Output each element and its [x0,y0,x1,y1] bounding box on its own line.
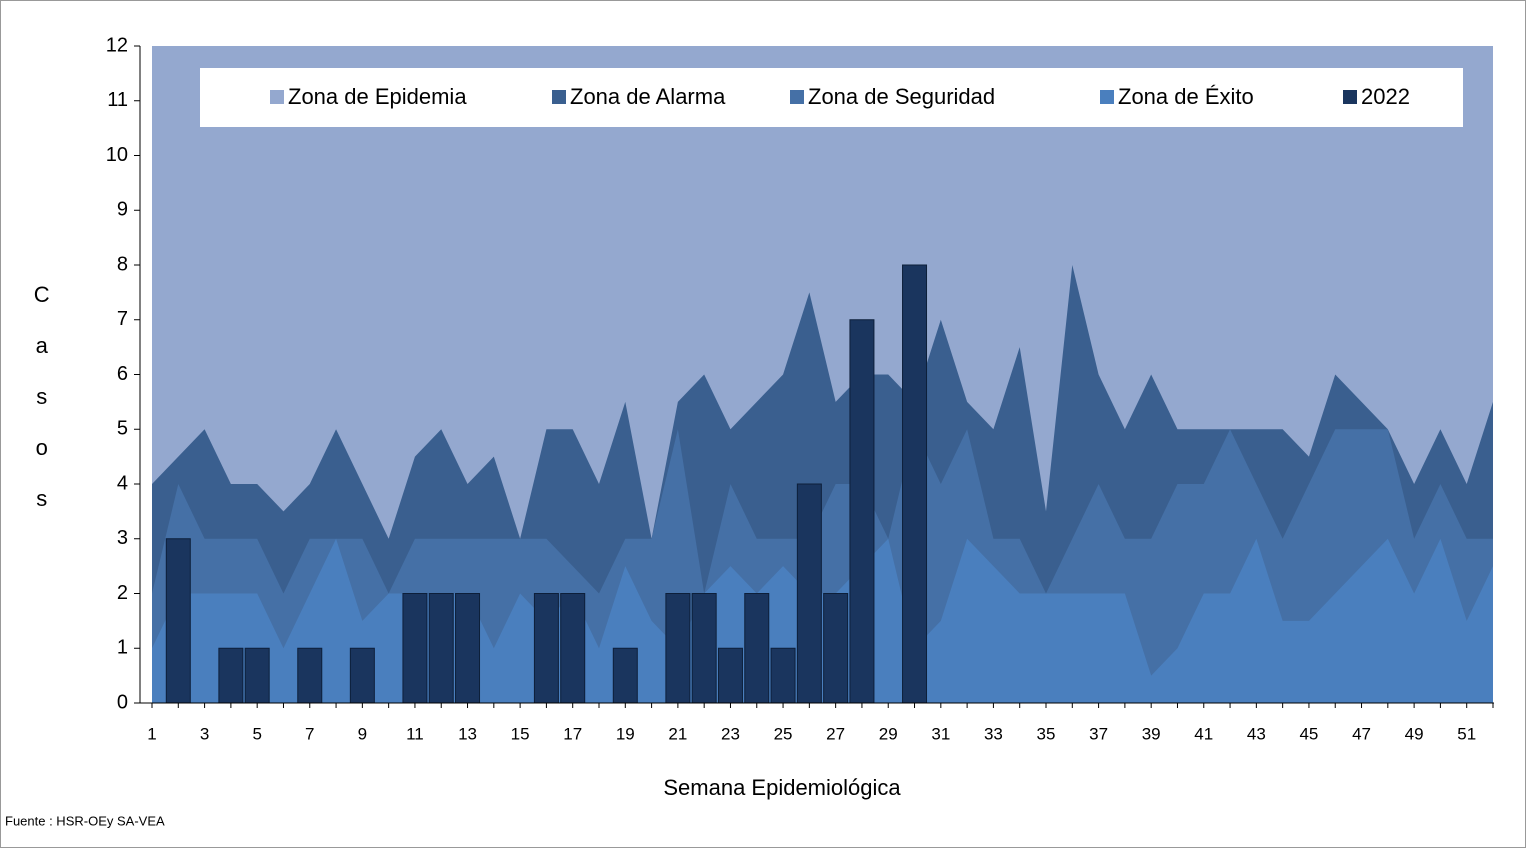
bar [218,647,244,704]
x-tick-label: 5 [252,724,261,743]
legend-label: Zona de Éxito [1118,84,1254,109]
legend [200,68,1463,127]
legend-label: 2022 [1361,84,1410,109]
bar [402,593,428,704]
y-tick-label: 11 [107,89,128,111]
x-axis-label: Semana Epidemiológica [663,775,901,800]
x-tick-label: 31 [931,724,950,743]
x-tick-label: 23 [721,724,740,743]
y-tick-label: 10 [106,144,128,166]
bar [665,593,691,704]
y-tick-label: 7 [117,308,128,330]
x-tick-label: 33 [984,724,1003,743]
bar [428,593,454,704]
bar [244,647,270,704]
y-tick-label: 2 [117,582,128,604]
y-tick-label: 6 [117,363,128,385]
bar [796,483,822,704]
legend-swatch [1100,90,1114,104]
y-tick-label: 4 [117,472,128,494]
y-tick-label: 8 [117,253,128,275]
bar [612,647,638,704]
bar [560,593,586,704]
bar [744,593,770,704]
x-tick-label: 39 [1142,724,1161,743]
x-tick-label: 47 [1352,724,1371,743]
bar [297,647,323,704]
x-tick-label: 11 [406,724,424,743]
bar [533,593,559,704]
y-tick-label: 1 [117,637,128,659]
bar [849,319,875,704]
legend-label: Zona de Epidemia [288,84,467,109]
x-tick-label: 29 [879,724,898,743]
legend-swatch [552,90,566,104]
bar [717,647,743,704]
x-tick-label: 37 [1089,724,1108,743]
x-tick-label: 25 [774,724,793,743]
legend-swatch [1343,90,1357,104]
legend-swatch [790,90,804,104]
area [152,538,1493,703]
x-tick-label: 3 [200,724,209,743]
source: Fuente : HSR-OEy SA-VEA [5,813,165,828]
x-tick-label: 15 [511,724,530,743]
x-tick-label: 17 [563,724,582,743]
legend-swatch [270,90,284,104]
x-tick-label: 13 [458,724,477,743]
y-tick-label: 9 [117,199,128,221]
y-tick-label: 3 [117,527,128,549]
legend-label: Zona de Seguridad [808,84,995,109]
bar [349,647,375,704]
bar [165,538,191,704]
bar [770,647,796,704]
area [152,429,1493,703]
y-tick-label: 0 [117,691,128,713]
x-tick-label: 21 [668,724,687,743]
x-tick-label: 41 [1194,724,1213,743]
bar [902,264,928,704]
x-tick-label: 19 [616,724,635,743]
y-tick-label: 12 [106,34,128,56]
bar [455,593,481,704]
x-tick-label: 1 [147,724,156,743]
x-tick-label: 51 [1457,724,1476,743]
legend-label: Zona de Alarma [570,84,726,109]
x-tick-label: 35 [1037,724,1056,743]
y-axis-label: Casos [29,282,54,537]
y-tick-label: 5 [117,418,128,440]
x-tick-label: 27 [826,724,845,743]
x-tick-label: 7 [305,724,314,743]
bar [823,593,849,704]
x-tick-label: 43 [1247,724,1266,743]
bar [691,593,717,704]
x-tick-label: 9 [358,724,367,743]
x-tick-label: 49 [1405,724,1424,743]
x-tick-label: 45 [1299,724,1318,743]
